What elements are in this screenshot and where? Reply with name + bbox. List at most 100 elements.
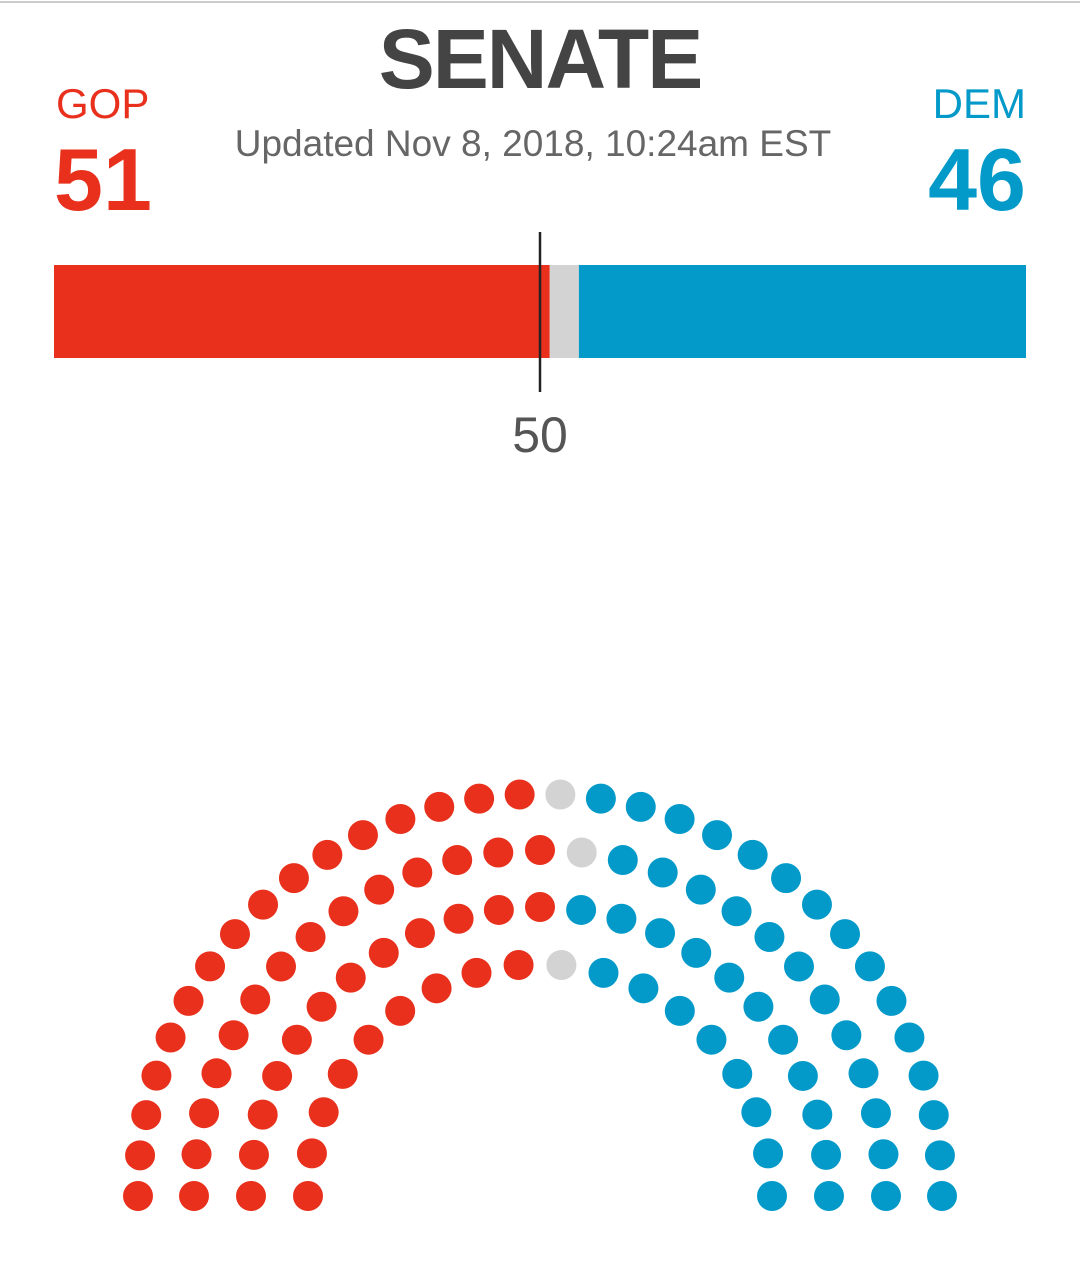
seat <box>811 1139 842 1170</box>
seat <box>238 1139 269 1170</box>
seat <box>924 1140 955 1171</box>
seat <box>854 951 885 982</box>
seat <box>722 1058 753 1089</box>
seat <box>218 1020 249 1051</box>
seat <box>248 889 279 920</box>
seat <box>296 1138 327 1169</box>
seat <box>181 1139 212 1170</box>
seat <box>385 804 416 835</box>
seat <box>404 918 435 949</box>
seat <box>442 845 473 876</box>
seat <box>219 919 250 950</box>
seat <box>125 1140 156 1171</box>
seat <box>281 1024 312 1055</box>
seat <box>546 949 577 980</box>
seat <box>647 857 678 888</box>
seat <box>830 919 861 950</box>
seat <box>503 949 534 980</box>
seat <box>240 984 271 1015</box>
majority-label: 50 <box>512 407 568 463</box>
seat <box>741 1097 772 1128</box>
seat <box>131 1100 162 1131</box>
seat <box>664 804 695 835</box>
seat <box>585 783 616 814</box>
seat <box>266 951 297 982</box>
seat <box>545 779 576 810</box>
seat <box>702 820 733 851</box>
seat <box>848 1058 879 1089</box>
seat <box>721 896 752 927</box>
seat <box>189 1098 220 1129</box>
seat <box>525 892 555 922</box>
seat <box>685 874 716 905</box>
seat <box>262 1060 293 1091</box>
seat <box>483 894 514 925</box>
seat <box>783 951 814 982</box>
seat <box>328 896 359 927</box>
seat <box>402 857 433 888</box>
seat <box>860 1098 891 1129</box>
seat <box>607 845 638 876</box>
subtitle: Updated Nov 8, 2018, 10:24am EST <box>235 123 831 164</box>
seat <box>876 985 907 1016</box>
seat <box>743 991 774 1022</box>
chart-title: SENATE <box>379 12 701 106</box>
seat <box>908 1060 939 1091</box>
seat <box>737 839 768 870</box>
seat <box>831 1020 862 1051</box>
seat <box>347 820 378 851</box>
seat <box>173 985 204 1016</box>
seat <box>628 973 659 1004</box>
seat <box>179 1181 209 1211</box>
seat <box>353 1024 384 1055</box>
seat <box>155 1022 186 1053</box>
seat <box>247 1099 278 1130</box>
seat <box>645 918 676 949</box>
seat <box>801 889 832 920</box>
seat <box>771 863 802 894</box>
seat <box>368 937 399 968</box>
seat <box>308 1097 339 1128</box>
seat <box>123 1181 153 1211</box>
seat <box>802 1099 833 1130</box>
party-seats: 46 <box>928 130 1026 229</box>
seat <box>768 1024 799 1055</box>
seat <box>664 995 695 1026</box>
seat <box>312 839 343 870</box>
seat <box>293 1181 323 1211</box>
seat <box>714 962 745 993</box>
seat <box>871 1181 901 1211</box>
seat <box>566 894 597 925</box>
seat <box>278 863 309 894</box>
seat <box>295 922 326 953</box>
seat <box>681 937 712 968</box>
seat <box>195 951 226 982</box>
seat <box>566 837 597 868</box>
party-name: GOP <box>56 80 149 127</box>
seat <box>814 1181 844 1211</box>
seat <box>625 791 656 822</box>
seat <box>327 1058 358 1089</box>
seat <box>696 1024 727 1055</box>
seat <box>809 984 840 1015</box>
seat <box>588 957 619 988</box>
seat <box>385 995 416 1026</box>
seat <box>927 1181 957 1211</box>
seat <box>757 1181 787 1211</box>
seat <box>421 973 452 1004</box>
bar-segment <box>54 265 550 358</box>
seat <box>918 1100 949 1131</box>
seat <box>754 922 785 953</box>
seat <box>461 957 492 988</box>
bar-segment <box>578 265 1026 358</box>
seat <box>753 1138 784 1169</box>
party-seats: 51 <box>54 130 152 229</box>
bar-segment <box>549 265 579 358</box>
seat <box>335 962 366 993</box>
seat <box>236 1181 266 1211</box>
seat <box>364 874 395 905</box>
seat <box>525 835 555 865</box>
seat <box>424 791 455 822</box>
seat <box>201 1058 232 1089</box>
